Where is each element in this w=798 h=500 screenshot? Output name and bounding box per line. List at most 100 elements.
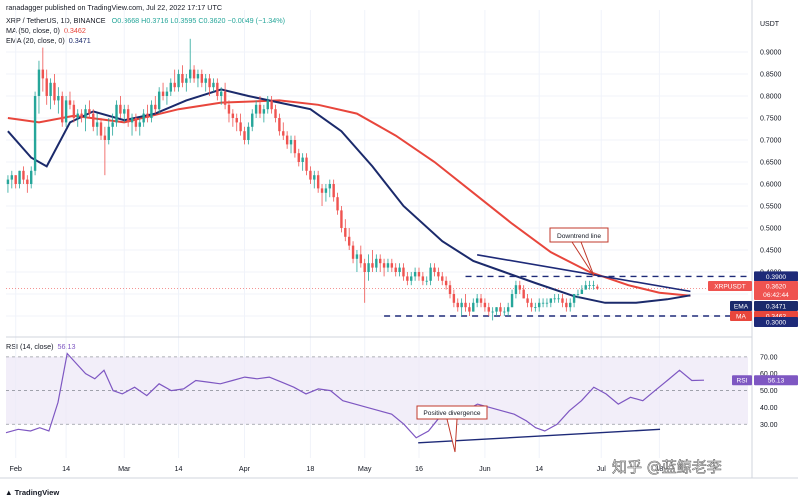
time-tick-label: Jun bbox=[479, 464, 491, 473]
candle-body bbox=[472, 302, 475, 312]
candle-body bbox=[576, 294, 580, 295]
candle-body bbox=[262, 109, 266, 114]
last-price-box bbox=[754, 281, 798, 300]
candle-body bbox=[444, 280, 448, 286]
candle-body bbox=[417, 272, 421, 277]
candle-body bbox=[216, 82, 219, 96]
ma-legend-label: MA (50, close, 0) bbox=[6, 26, 60, 35]
candle-body bbox=[243, 131, 246, 140]
candle-body bbox=[398, 267, 401, 272]
ma-badge-tag-box bbox=[730, 311, 752, 321]
candle-body bbox=[355, 254, 359, 259]
candle-body bbox=[344, 228, 347, 237]
rsi-tick-label: 50.00 bbox=[760, 388, 778, 395]
candle-body bbox=[92, 113, 95, 127]
candle-body bbox=[406, 276, 409, 281]
candle-body bbox=[371, 263, 374, 268]
candle-body bbox=[487, 307, 490, 312]
candle-body bbox=[103, 135, 107, 140]
candle-body bbox=[545, 302, 549, 304]
candle-body bbox=[293, 140, 297, 154]
support-badge-box bbox=[754, 317, 798, 327]
candle-body bbox=[402, 267, 405, 277]
candle-body bbox=[72, 104, 76, 118]
candle-body bbox=[235, 118, 238, 123]
candle-body bbox=[549, 298, 553, 303]
candle-body bbox=[204, 78, 207, 83]
candle-body bbox=[64, 100, 68, 123]
candle-body bbox=[173, 82, 176, 88]
candle-body bbox=[410, 276, 413, 281]
candle-body bbox=[126, 109, 130, 123]
ma-legend-value: 0.3462 bbox=[63, 26, 86, 35]
candle-body bbox=[316, 175, 320, 189]
candle-body bbox=[514, 285, 518, 294]
candle-body bbox=[285, 135, 289, 145]
candle-body bbox=[251, 113, 254, 127]
candle-body bbox=[382, 263, 386, 268]
candle-body bbox=[41, 69, 45, 79]
time-tick-label: Jul bbox=[597, 464, 607, 473]
candle-body bbox=[154, 104, 157, 110]
candle-body bbox=[99, 122, 103, 136]
candle-body bbox=[441, 276, 444, 281]
price-tick-label: 0.6000 bbox=[760, 182, 782, 189]
candle-body bbox=[30, 170, 33, 184]
countdown-text: 06:42:44 bbox=[763, 292, 789, 299]
candle-body bbox=[565, 302, 568, 308]
candle-body bbox=[413, 272, 417, 277]
moving-averages bbox=[7, 88, 691, 304]
candle-body bbox=[390, 263, 394, 268]
candle-body bbox=[150, 104, 153, 118]
candle-body bbox=[534, 307, 537, 308]
tradingview-logo[interactable]: ▲ TradingView bbox=[5, 488, 59, 497]
candle-body bbox=[464, 302, 467, 308]
price-tick-label: 0.4500 bbox=[760, 248, 782, 255]
rsi-tick-label: 30.00 bbox=[760, 422, 778, 429]
candle-body bbox=[530, 302, 533, 308]
candle-body bbox=[359, 254, 363, 264]
candle-body bbox=[107, 126, 110, 140]
time-tick-label: 16 bbox=[415, 464, 423, 473]
resistance-badge-text: 0.3900 bbox=[766, 274, 787, 281]
candle-body bbox=[76, 113, 79, 118]
candle-body bbox=[569, 302, 572, 308]
candle-body bbox=[49, 82, 52, 96]
candle-body bbox=[475, 298, 479, 303]
ma-legend: MA (50, close, 0) 0.3462 bbox=[6, 26, 86, 35]
rsi-tag-box bbox=[732, 375, 752, 386]
candle-body bbox=[282, 131, 285, 136]
candle-body bbox=[84, 109, 87, 118]
symbol-tag-text: XRPUSDT bbox=[714, 284, 746, 291]
candle-body bbox=[247, 126, 250, 140]
last-price-text: 0.3620 bbox=[766, 284, 787, 291]
candle-body bbox=[274, 109, 277, 118]
candle-body bbox=[138, 122, 141, 127]
candle-body bbox=[37, 69, 41, 96]
candle-body bbox=[142, 113, 145, 123]
candle-body bbox=[332, 184, 335, 198]
candle-body bbox=[491, 311, 494, 313]
candle-body bbox=[506, 307, 510, 312]
downtrend-callout-pointer bbox=[571, 241, 595, 277]
rsi-tick-label: 70.00 bbox=[760, 354, 778, 361]
time-tick-label: 18 bbox=[306, 464, 314, 473]
candle-body bbox=[68, 100, 72, 105]
time-tick-label: Feb bbox=[9, 464, 21, 473]
candle-body bbox=[181, 74, 184, 83]
ohlc-values: O0.3668 H0.3716 L0.3595 C0.3620 −0.0049 … bbox=[111, 16, 286, 25]
time-tick-label: Apr bbox=[239, 464, 251, 473]
symbol-name: XRP / TetherUS, 1D, BINANCE bbox=[6, 16, 106, 25]
time-tick-label: May bbox=[358, 464, 372, 473]
rsi-line bbox=[5, 352, 705, 439]
candle-body bbox=[448, 285, 452, 294]
candle-body bbox=[115, 104, 118, 123]
candle-body bbox=[26, 179, 29, 184]
candle-body bbox=[200, 74, 204, 83]
candle-body bbox=[14, 175, 17, 184]
rsi-band bbox=[6, 356, 748, 425]
rsi-tag-text: RSI bbox=[737, 378, 748, 385]
symbol-tag-box bbox=[708, 281, 752, 291]
divergence-line bbox=[418, 428, 661, 444]
